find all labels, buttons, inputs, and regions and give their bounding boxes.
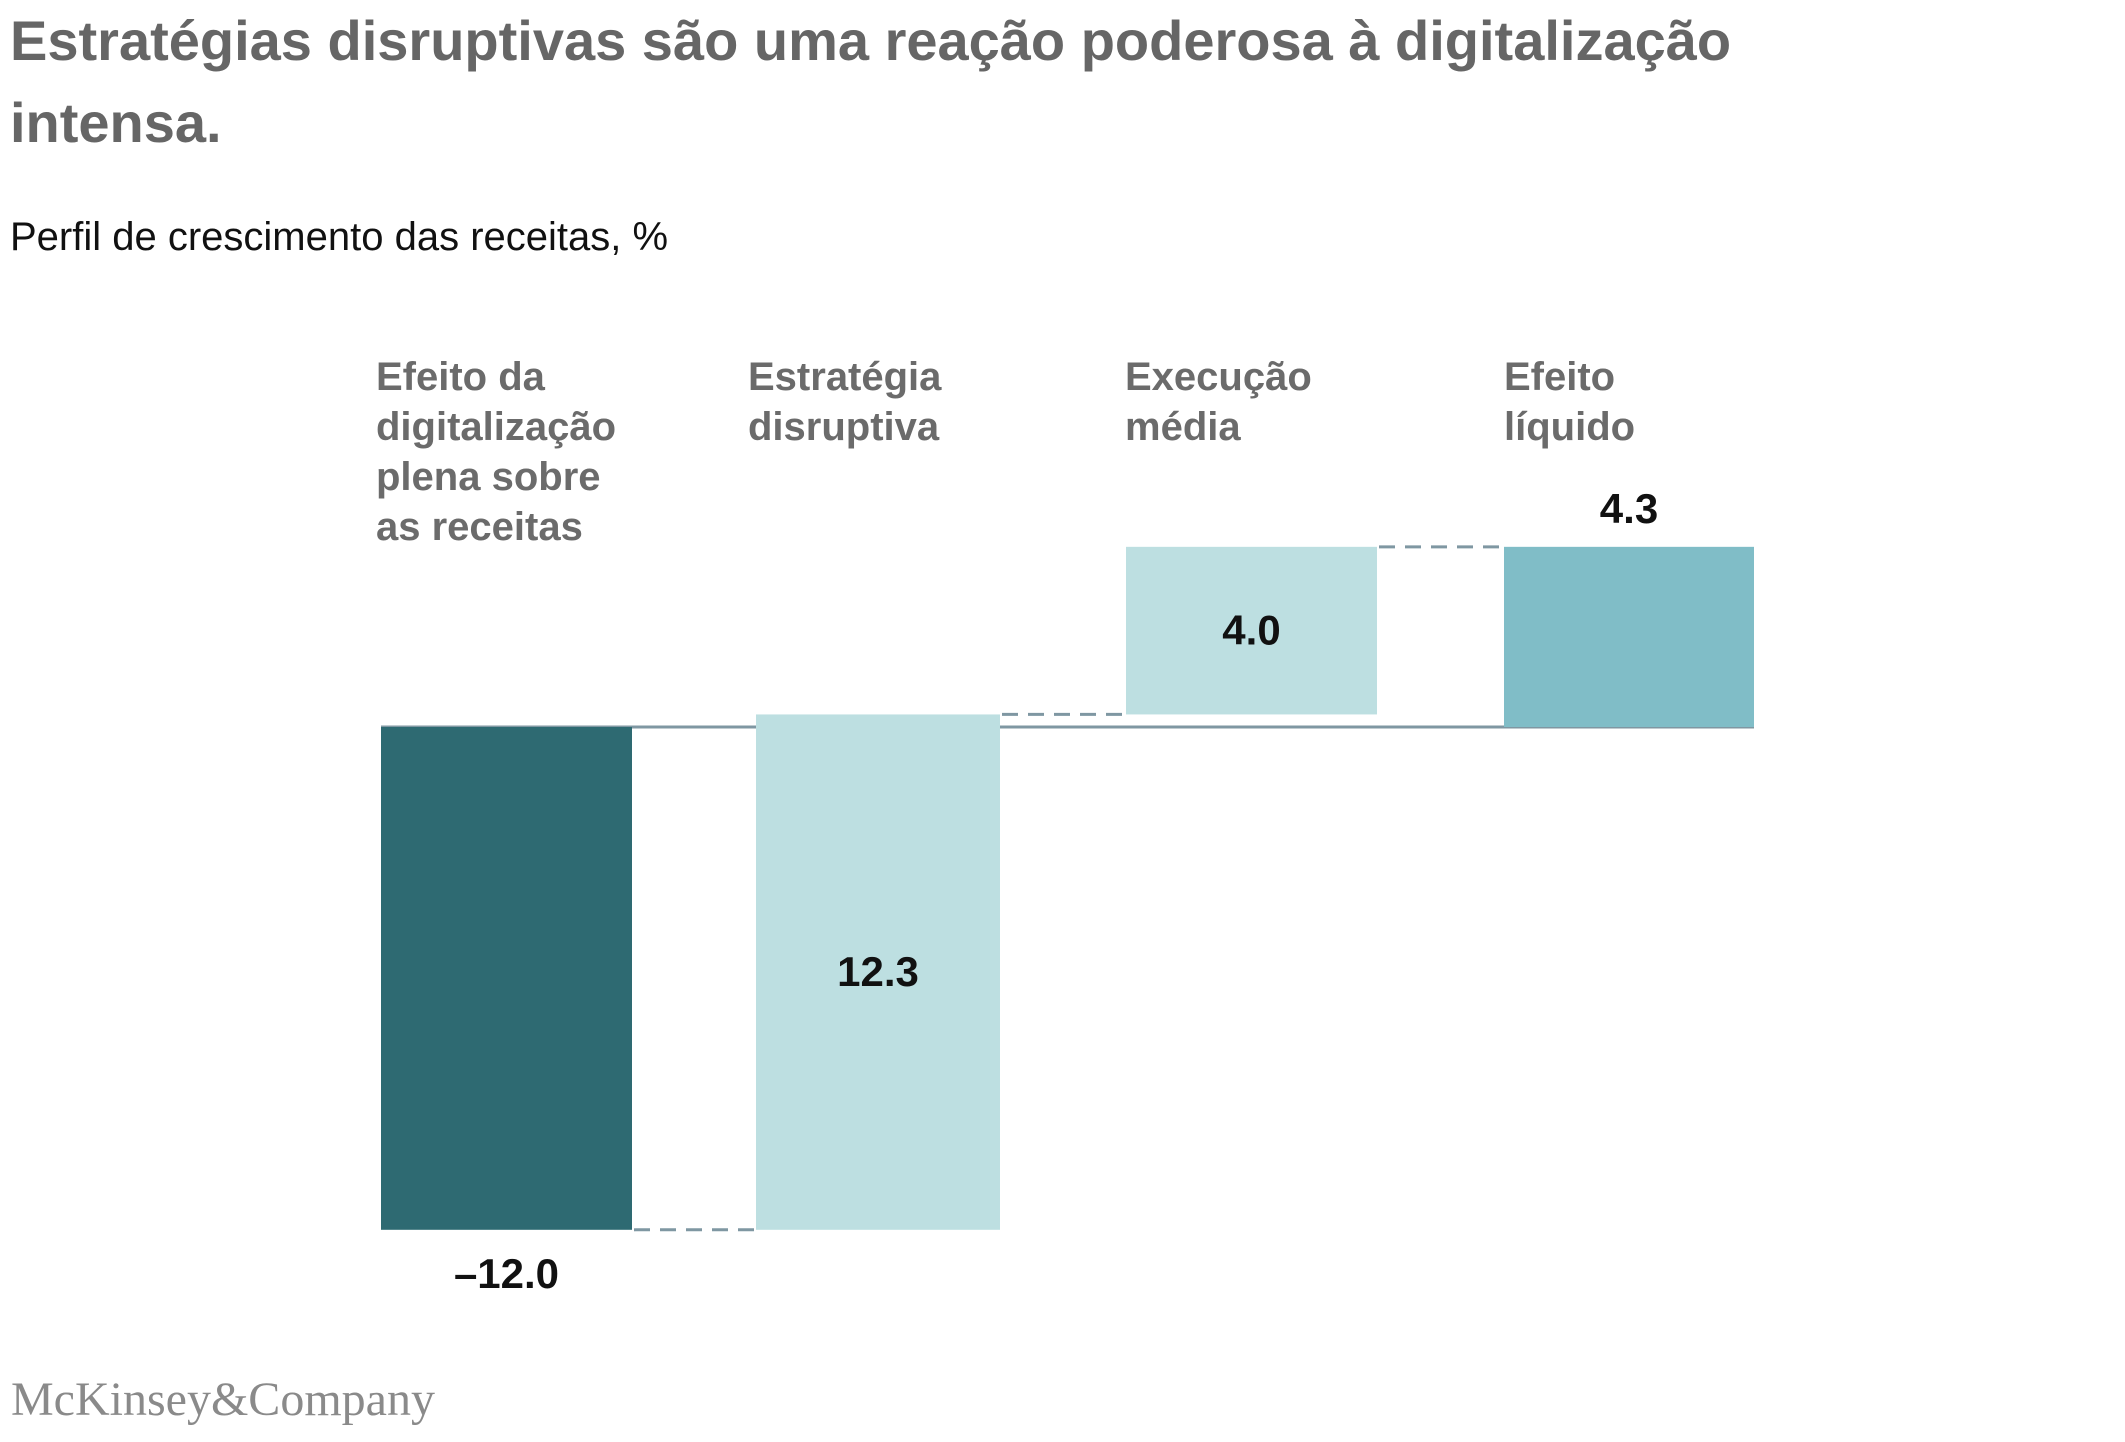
- category-label: Efeito da digitalização plena sobre as r…: [376, 355, 617, 549]
- data-label: –12.0: [454, 1250, 559, 1297]
- bar: [756, 714, 1000, 1230]
- category-label: Execução média: [1125, 355, 1312, 449]
- chart-subtitle: Perfil de crescimento das receitas, %: [10, 215, 669, 259]
- category-label: Estratégia disruptiva: [748, 355, 942, 449]
- category-label: Efeito líquido: [1504, 355, 1636, 449]
- chart-title: Estratégias disruptivas são uma reação p…: [10, 9, 1732, 154]
- bar: [381, 727, 632, 1230]
- bar: [1126, 546, 1377, 715]
- bar: [1504, 546, 1754, 727]
- data-label: 4.3: [1600, 485, 1658, 532]
- data-label: 12.3: [837, 948, 919, 995]
- data-label: 4.0: [1222, 607, 1280, 654]
- mckinsey-logo: McKinsey&Company: [11, 1373, 435, 1426]
